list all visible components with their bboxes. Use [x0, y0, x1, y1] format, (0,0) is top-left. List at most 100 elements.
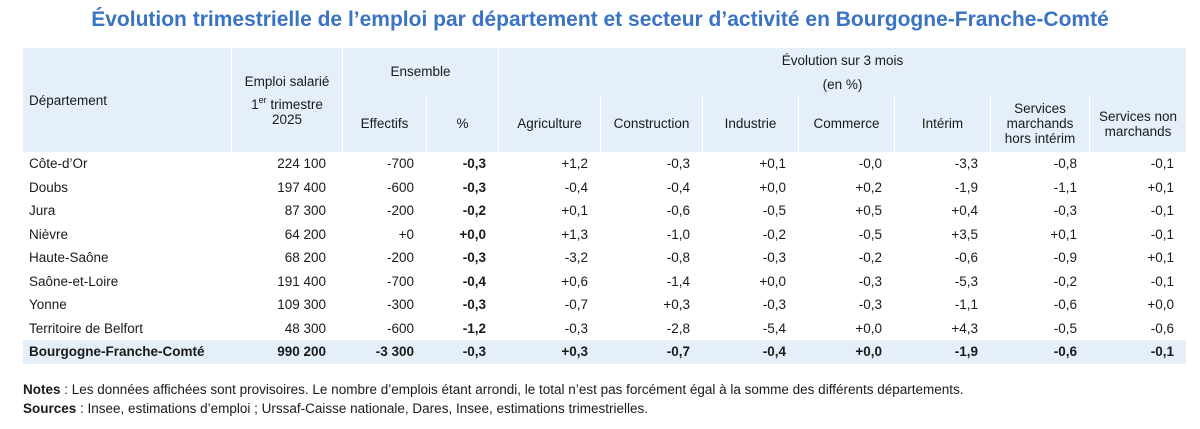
cell-construction: -0,7	[600, 340, 703, 364]
cell-effectifs: -300	[386, 297, 414, 313]
cell-pct: -0,3	[462, 250, 487, 266]
cell-name: Haute-Saône	[29, 250, 109, 266]
cell-agriculture: +0,3	[498, 340, 601, 364]
header-services-marchands-line2: marchands	[1006, 116, 1074, 131]
table-body: Côte-d’Or 224 100 -700 -0,3 +1,2 -0,3 +0,1 -0,0…	[23, 152, 1187, 364]
cell-industrie: -0,2	[762, 226, 787, 242]
sources-line: Sources : Insee, estimations d’emploi ; …	[23, 399, 1200, 418]
header-industrie: Industrie	[702, 95, 799, 152]
cell-construction: -0,6	[666, 203, 691, 219]
cell-construction: -1,0	[666, 226, 691, 242]
cell-industrie: -0,5	[762, 203, 787, 219]
cell-services-marchands: -0,8	[1053, 156, 1078, 172]
cell-emploi: 990 200	[231, 340, 342, 364]
cell-effectifs: -700	[386, 273, 414, 289]
cell-interim: -0,6	[954, 250, 979, 266]
cell-interim: -1,1	[954, 297, 979, 313]
header-services-marchands: Services marchands hors intérim	[990, 95, 1090, 152]
header-emploi-line1: Emploi salarié	[244, 73, 330, 89]
footnotes: Notes : Les données affichées sont provi…	[23, 380, 1200, 418]
cell-services-non: -0,1	[1150, 156, 1175, 172]
cell-commerce: +0,2	[855, 179, 883, 195]
header-evolution: Évolution sur 3 mois	[498, 48, 1187, 73]
table-row: Côte-d’Or 224 100 -700 -0,3 +1,2 -0,3 +0,1 -0,0…	[23, 152, 1186, 176]
header-agriculture: Agriculture	[498, 95, 601, 152]
cell-emploi: 109 300	[277, 297, 326, 313]
cell-commerce: +0,0	[855, 320, 883, 336]
cell-services-marchands: -0,5	[1053, 320, 1078, 336]
cell-agriculture: +1,3	[561, 226, 589, 242]
cell-commerce: -0,3	[858, 273, 883, 289]
cell-construction: -2,8	[666, 320, 691, 336]
table-total-row: Bourgogne-Franche-Comté 990 200 -3 300 -0,3…	[23, 340, 1187, 364]
cell-construction: -0,4	[666, 179, 691, 195]
cell-pct: -0,3	[462, 156, 487, 172]
cell-industrie: +0,0	[759, 273, 787, 289]
cell-construction: -0,3	[666, 156, 691, 172]
cell-interim: -3,3	[954, 156, 979, 172]
cell-agriculture: +0,1	[561, 203, 589, 219]
cell-name: Territoire de Belfort	[29, 320, 144, 336]
cell-agriculture: +1,2	[561, 156, 589, 172]
cell-services-marchands: -0,6	[1053, 297, 1078, 313]
cell-agriculture: -0,4	[564, 179, 589, 195]
cell-effectifs: +0	[398, 226, 414, 242]
header-commerce: Commerce	[798, 95, 895, 152]
header-interim: Intérim	[894, 95, 991, 152]
cell-commerce: -0,0	[858, 156, 883, 172]
cell-name: Nièvre	[29, 226, 69, 242]
table-row: Yonne 109 300 -300 -0,3 -0,7 +0,3 -0,3 -0,3 -1,1…	[23, 293, 1186, 317]
header-emploi-salarie: Emploi salarié 1er trimestre 2025	[231, 48, 342, 152]
cell-emploi: 191 400	[277, 273, 326, 289]
cell-interim: -5,3	[954, 273, 979, 289]
cell-pct: -0,3	[462, 297, 487, 313]
page-title: Évolution trimestrielle de l’emploi par …	[91, 8, 1109, 31]
cell-interim: -1,9	[954, 179, 979, 195]
cell-services-non: +0,0	[1147, 297, 1175, 313]
table-row: Doubs 197 400 -600 -0,3 -0,4 -0,4 +0,0 +0,2 -1,9…	[23, 176, 1186, 200]
cell-pct: -0,3	[462, 179, 487, 195]
cell-effectifs: -600	[386, 179, 414, 195]
notes-text: : Les données affichées sont provisoires…	[60, 381, 964, 397]
header-emploi-line2: 1er trimestre	[234, 95, 340, 112]
sources-text: : Insee, estimations d’emploi ; Urssaf-C…	[76, 400, 649, 416]
cell-services-marchands: +0,1	[1050, 226, 1078, 242]
cell-emploi: 68 200	[284, 250, 326, 266]
cell-interim: +4,3	[951, 320, 979, 336]
header-evolution-unit: (en %)	[498, 73, 1187, 95]
cell-services-non: -0,1	[1150, 203, 1175, 219]
cell-effectifs: -200	[386, 203, 414, 219]
table-row: Nièvre 64 200 +0 +0,0 +1,3 -1,0 -0,2 -0,5 +3,5 +0…	[23, 223, 1186, 247]
cell-name: Saône-et-Loire	[29, 273, 119, 289]
header-construction: Construction	[600, 95, 703, 152]
cell-commerce: -0,5	[858, 226, 883, 242]
cell-effectifs: -3 300	[342, 340, 426, 364]
cell-construction: -0,8	[666, 250, 691, 266]
cell-emploi: 197 400	[277, 179, 326, 195]
cell-pct: -0,2	[462, 203, 487, 219]
header-services-non-line2: marchands	[1104, 123, 1172, 139]
cell-name: Côte-d’Or	[29, 156, 88, 172]
notes-label: Notes	[23, 381, 61, 397]
cell-services-marchands: -0,6	[990, 340, 1090, 364]
cell-services-non: -0,1	[1089, 340, 1187, 364]
header-pct: %	[426, 95, 499, 152]
cell-industrie: +0,1	[759, 156, 787, 172]
cell-pct: +0,0	[459, 226, 487, 242]
header-services-marchands-line3: hors intérim	[1004, 131, 1076, 146]
cell-services-marchands: -0,2	[1053, 273, 1078, 289]
table-row: Jura 87 300 -200 -0,2 +0,1 -0,6 -0,5 +0,5 +0,4 -0…	[23, 199, 1186, 223]
cell-industrie: -0,3	[762, 250, 787, 266]
header-emploi-trimestre: trimestre	[266, 96, 323, 112]
table-row: Haute-Saône 68 200 -200 -0,3 -3,2 -0,8 -0,3 -0,…	[23, 246, 1186, 270]
cell-industrie: +0,0	[759, 179, 787, 195]
cell-emploi: 87 300	[284, 203, 326, 219]
table-row: Saône-et-Loire 191 400 -700 -0,4 +0,6 -1,4 +0,…	[23, 270, 1186, 294]
cell-emploi: 48 300	[284, 320, 326, 336]
cell-commerce: +0,5	[855, 203, 883, 219]
cell-interim: -1,9	[894, 340, 991, 364]
cell-agriculture: -0,7	[564, 297, 589, 313]
cell-services-marchands: -1,1	[1053, 179, 1078, 195]
notes-line: Notes : Les données affichées sont provi…	[23, 380, 1200, 399]
cell-name: Yonne	[29, 297, 67, 313]
